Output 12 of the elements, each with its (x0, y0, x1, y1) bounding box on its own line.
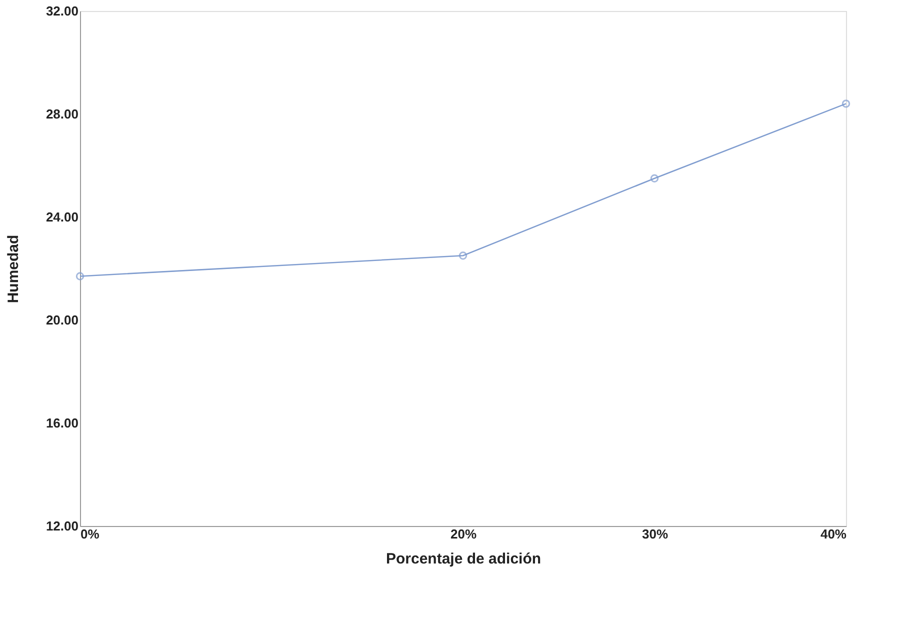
y-axis-title: Humedad (4, 234, 22, 304)
x-axis-title: Porcentaje de adición (386, 550, 542, 568)
y-tick-label: 24.00 (46, 210, 78, 224)
y-tick-label: 16.00 (46, 416, 78, 430)
y-tick-label: 32.00 (46, 4, 78, 18)
x-tick-label: 40% (820, 526, 847, 542)
y-tick-label: 20.00 (46, 312, 78, 328)
x-tick-label: 0% (80, 526, 100, 542)
y-tick-label: 12.00 (46, 518, 78, 534)
y-tick-label: 28.00 (46, 106, 78, 122)
x-tick-label: 30% (642, 526, 668, 542)
x-tick-label: 20% (450, 526, 477, 542)
